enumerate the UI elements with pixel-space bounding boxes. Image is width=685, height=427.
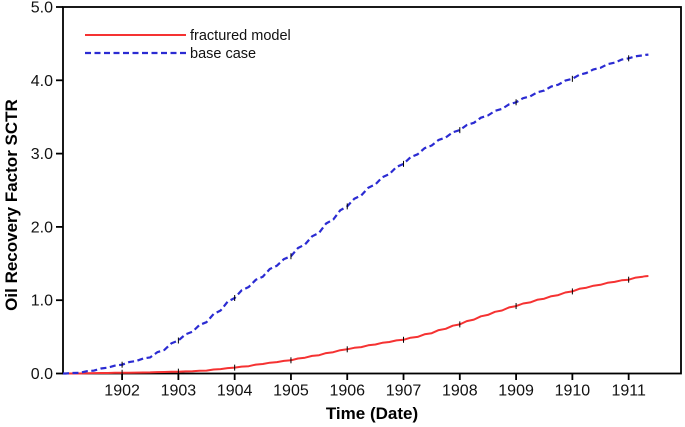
- x-tick-label: 1902: [104, 383, 140, 400]
- x-tick-label: 1911: [611, 383, 646, 400]
- x-tick-label: 1906: [329, 383, 365, 400]
- legend: fractured model base case: [85, 28, 291, 62]
- x-tick-label: 1908: [442, 383, 478, 400]
- legend-label-base-case: base case: [190, 46, 256, 62]
- legend-label-fractured-model: fractured model: [190, 28, 291, 44]
- plot-frame: [62, 6, 682, 375]
- x-tick-label: 1910: [555, 383, 591, 400]
- x-tick-label: 1907: [386, 383, 422, 400]
- x-tick-label: 1909: [498, 383, 534, 400]
- plot-area: 0.0 1.0 2.0 3.0 4.0 5.0 1902 1903 1904 1905 1906 19…: [31, 0, 682, 400]
- y-tick-label: 0.0: [31, 366, 53, 383]
- y-tick-label: 4.0: [31, 73, 53, 90]
- y-tick-label: 5.0: [31, 0, 53, 17]
- series-line-base-case: [63, 53, 649, 375]
- y-tick-label: 2.0: [31, 219, 53, 236]
- y-tick-label: 1.0: [31, 293, 53, 310]
- x-tick-label: 1904: [217, 383, 253, 400]
- y-tick-label: 3.0: [31, 146, 53, 163]
- y-axis-title: Oil Recovery Factor SCTR: [2, 99, 21, 311]
- x-axis-title: Time (Date): [326, 404, 418, 423]
- x-tick-label: 1905: [273, 383, 309, 400]
- series-line-fractured-model: [63, 275, 649, 375]
- x-tick-label: 1903: [161, 383, 197, 400]
